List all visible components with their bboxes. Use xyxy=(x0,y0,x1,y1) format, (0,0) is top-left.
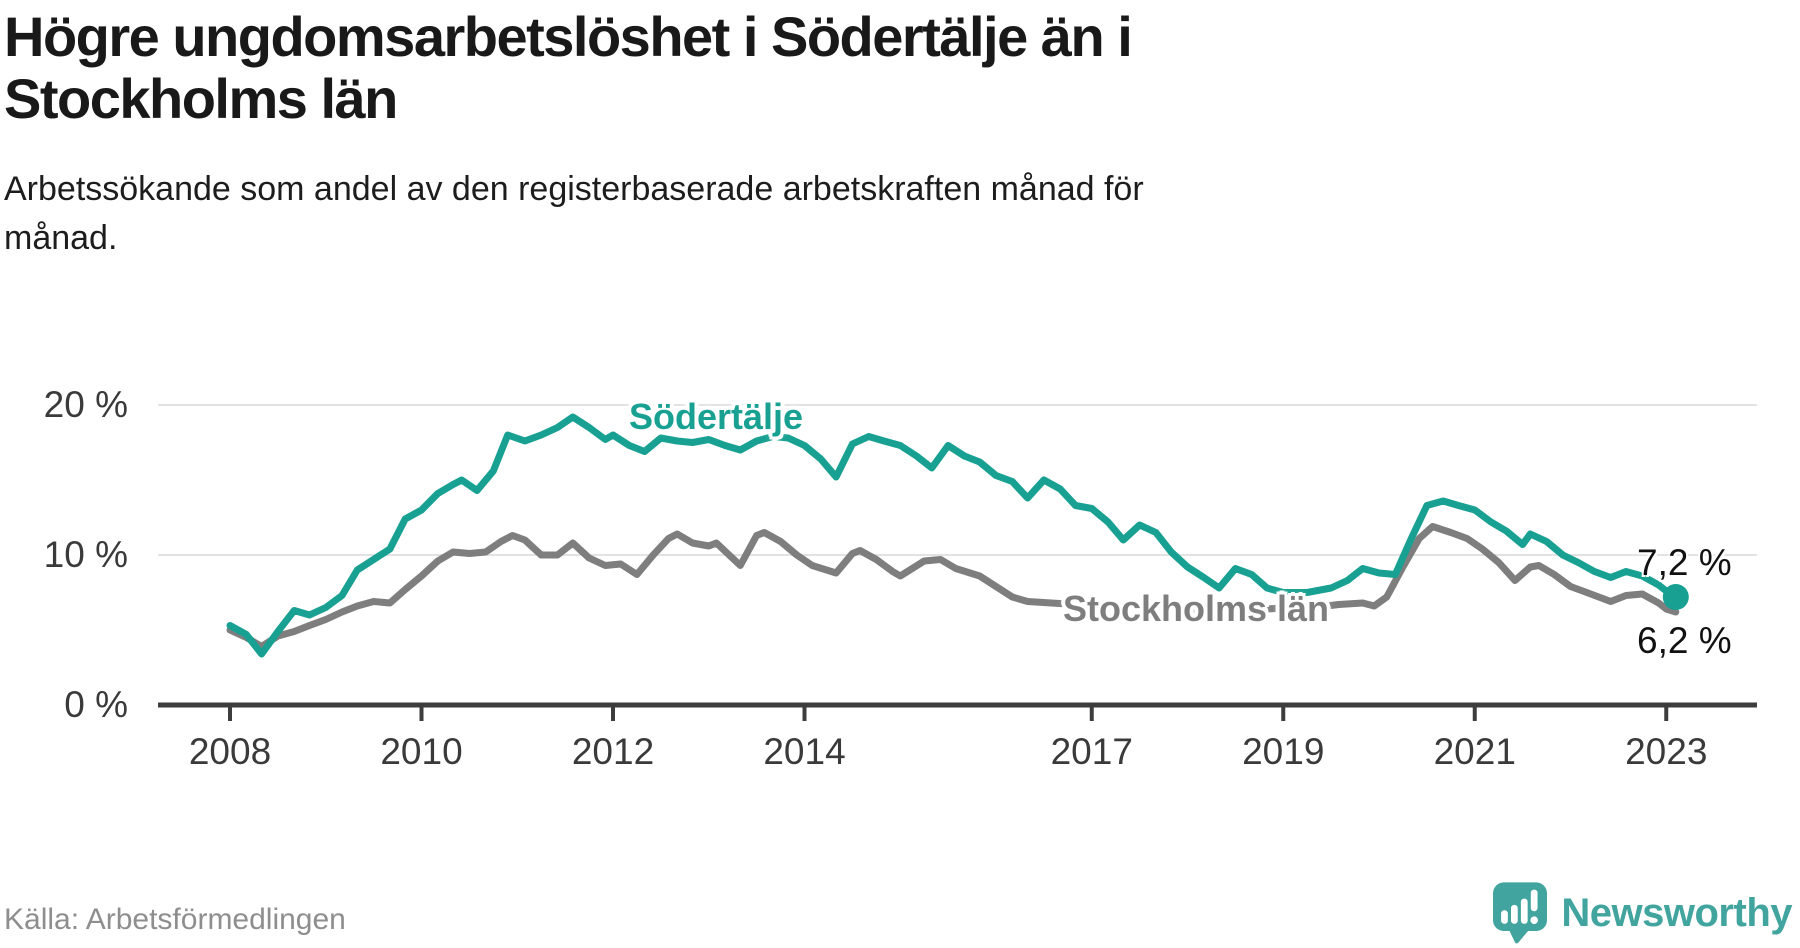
x-axis-label-2008: 2008 xyxy=(188,731,272,772)
y-axis-label-0: 0 % xyxy=(64,684,128,725)
logo-bar-large xyxy=(1521,898,1529,924)
newsworthy-wordmark: Newsworthy xyxy=(1561,891,1792,935)
newsworthy-logo-icon xyxy=(1493,882,1548,944)
line-stockholms-l-n xyxy=(226,523,1680,650)
logo-bar-medium xyxy=(1511,904,1519,924)
newsworthy-logo-link[interactable]: Newsworthy xyxy=(1493,882,1792,944)
end-value-sodertalje: 7,2 % xyxy=(1637,542,1732,583)
page-subtitle: Arbetssökande som andel av den registerb… xyxy=(4,170,1144,258)
x-axis-label-2012: 2012 xyxy=(571,731,655,772)
y-axis-label-10: 10 % xyxy=(43,534,128,575)
x-axis-label-2014: 2014 xyxy=(763,731,846,772)
page-title: Högre ungdomsarbetslöshet i Södertälje ä… xyxy=(4,5,1133,130)
source-note: Källa: Arbetsförmedlingen xyxy=(4,903,346,936)
logo-exclamation-dot xyxy=(1530,916,1539,924)
end-value-stockholms-lan: 6,2 % xyxy=(1637,620,1732,661)
x-axis-label-2021: 2021 xyxy=(1433,731,1516,772)
logo-bubble-shape xyxy=(1493,882,1548,944)
x-axis-label-2010: 2010 xyxy=(380,731,463,772)
x-axis-label-2023: 2023 xyxy=(1625,731,1708,772)
end-dot-s-dert-lje xyxy=(1662,584,1689,610)
series-label-stockholms-lan: Stockholms län xyxy=(1062,588,1330,629)
line-s-dert-lje xyxy=(226,413,1680,658)
logo-exclamation-stroke xyxy=(1531,889,1538,912)
x-axis-label-2019: 2019 xyxy=(1242,731,1325,772)
y-axis-label-20: 20 % xyxy=(43,384,128,425)
logo-bar-small xyxy=(1501,910,1509,924)
series-label-sodertalje: Södertälje xyxy=(628,396,804,437)
x-axis-label-2017: 2017 xyxy=(1050,731,1133,772)
